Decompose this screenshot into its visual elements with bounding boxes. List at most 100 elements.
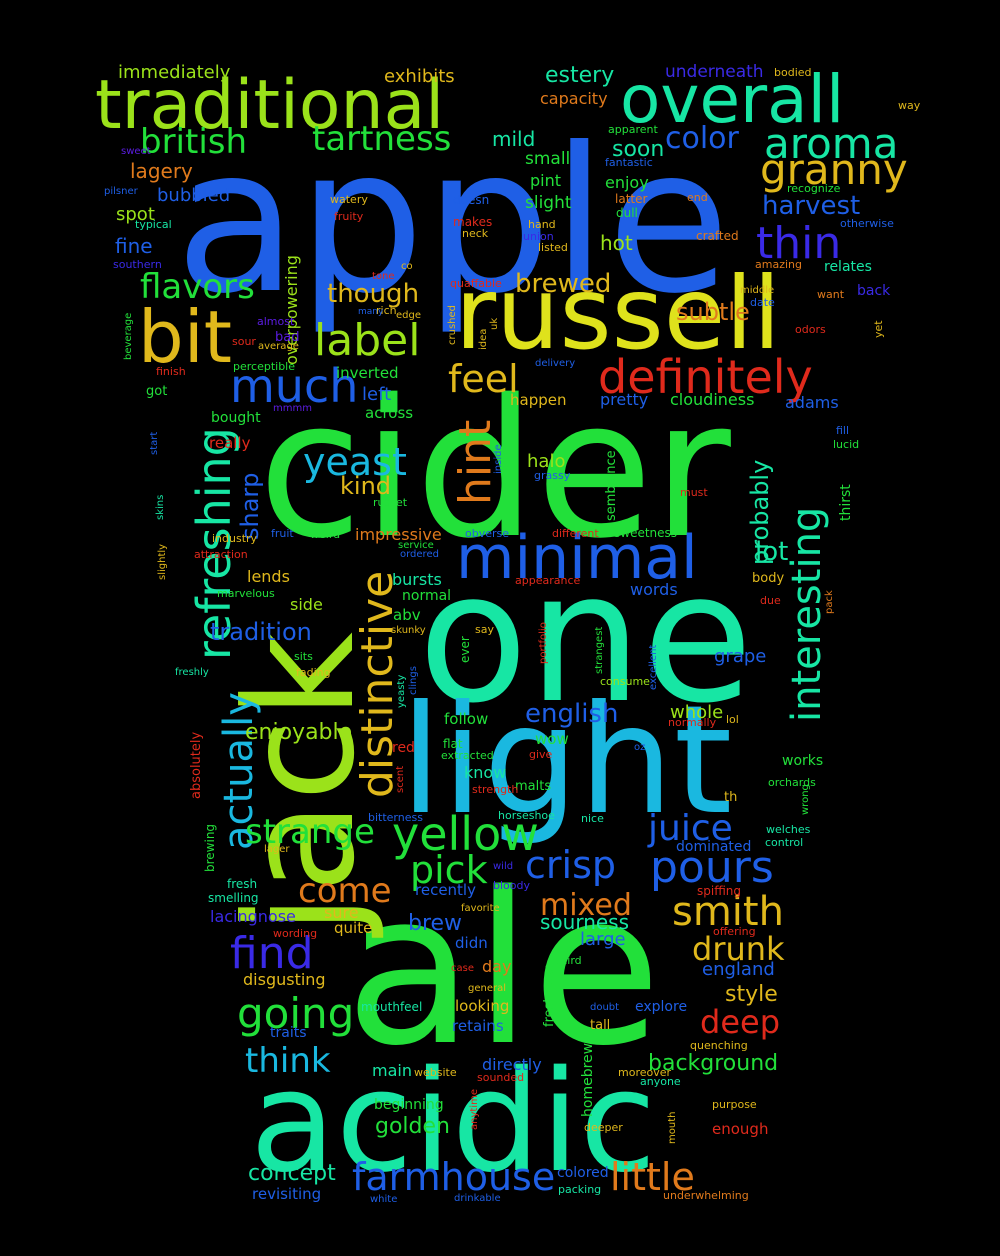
word-directly: directly <box>482 1055 542 1074</box>
word-quite: quite <box>334 919 372 937</box>
word-attraction: attraction <box>194 548 248 561</box>
word-explore: explore <box>635 999 687 1015</box>
word-impressive: impressive <box>355 525 442 544</box>
word-fading: fading <box>296 666 331 679</box>
word-industry: industry <box>212 532 258 545</box>
word-bit: bit <box>138 295 232 379</box>
word-latter: latter <box>615 192 647 206</box>
word-tradition: tradition <box>210 618 312 646</box>
word-appearance: appearance <box>515 574 580 587</box>
word-happen: happen <box>510 391 566 409</box>
word-typical: typical <box>135 218 172 231</box>
word-granny: granny <box>760 145 908 194</box>
word-overall: overall <box>620 61 844 138</box>
word-red: red <box>392 740 415 756</box>
word-union: union <box>523 230 554 243</box>
word-bodied: bodied <box>774 66 812 79</box>
word-day: day <box>482 957 511 976</box>
word-co: co <box>401 261 413 272</box>
word-farmhouse: farmhouse <box>352 1155 555 1199</box>
word-probably: probably <box>746 460 774 565</box>
word-body: body <box>752 571 784 586</box>
word-extracted: extracted <box>441 749 494 762</box>
word-lot: lot <box>755 537 788 567</box>
word-enough: enough <box>712 1120 768 1138</box>
word-come: come <box>298 871 392 911</box>
word-flat: flat <box>443 737 463 751</box>
word-refreshing: refreshing <box>187 427 241 660</box>
word-purpose: purpose <box>712 1098 757 1111</box>
word-recently: recently <box>415 881 476 899</box>
word-estery: estery <box>545 63 614 88</box>
word-yellow: yellow <box>392 807 539 861</box>
word-apple: apple <box>175 105 730 338</box>
word-case: case <box>451 963 474 974</box>
word-left: left <box>362 384 391 405</box>
word-odors: odors <box>795 323 826 336</box>
word-yet: yet <box>872 320 885 338</box>
word-fine: fine <box>115 234 153 258</box>
word-wrong: wrong <box>800 784 811 815</box>
word-delivery: delivery <box>535 358 575 369</box>
word-brew: brew <box>408 911 462 936</box>
word-find: find <box>230 928 314 979</box>
word-spot: spot <box>116 204 155 225</box>
word-harvest: harvest <box>762 191 860 221</box>
word-tall: tall <box>590 1018 610 1033</box>
word-got: got <box>146 384 167 399</box>
word-skins: skins <box>155 495 166 520</box>
word-cloudiness: cloudiness <box>670 390 754 409</box>
word-grassy: grassy <box>534 469 571 482</box>
word-aroma: aroma <box>764 119 898 168</box>
word-sure: sure <box>324 903 359 922</box>
word-cider: cider <box>258 359 732 580</box>
word-different: different <box>552 527 599 540</box>
word-strange: strange <box>245 812 375 852</box>
word-makes: makes <box>453 215 492 229</box>
word-listed: listed <box>538 241 568 254</box>
word-doubt: doubt <box>590 1002 619 1013</box>
word-fill: fill <box>836 424 849 437</box>
word-disgusting: disgusting <box>243 970 326 989</box>
word-absolutely: absolutely <box>189 731 204 799</box>
word-flavors: flavors <box>140 267 255 307</box>
word-anyone: anyone <box>640 1075 681 1088</box>
word-end: end <box>687 191 708 204</box>
word-looking: looking <box>455 997 509 1015</box>
word-pack: pack <box>824 590 835 614</box>
word-distinctive: distinctive <box>352 571 403 798</box>
word-mmmm: mmmm <box>273 403 312 414</box>
word-relates: relates <box>824 259 872 275</box>
word-service: service <box>398 540 434 551</box>
word-marvelous: marvelous <box>217 587 275 600</box>
word-must: must <box>680 486 708 499</box>
word-mixed: mixed <box>540 888 632 923</box>
word-quaffable: quaffable <box>450 277 502 290</box>
word-wow: wow <box>535 730 569 748</box>
word-british: british <box>140 122 247 162</box>
word-third: third <box>556 954 582 967</box>
word-otherwise: otherwise <box>840 217 894 230</box>
word-smith: smith <box>672 889 784 935</box>
word-average: average <box>258 341 299 352</box>
word-bitterness: bitterness <box>368 811 423 824</box>
word-feel: feel <box>448 357 519 401</box>
word-malts: malts <box>515 779 551 794</box>
word-recognize: recognize <box>787 182 841 195</box>
word-bursts: bursts <box>392 570 442 589</box>
word-control: control <box>765 836 803 849</box>
word-quenching: quenching <box>690 1039 748 1052</box>
word-main: main <box>372 1061 412 1080</box>
word-label: label <box>314 315 420 366</box>
word-oz: oz <box>634 742 645 753</box>
word-color: color <box>665 121 740 156</box>
word-abv: abv <box>393 606 421 624</box>
word-fresh: fresh <box>227 877 257 891</box>
word-side: side <box>290 595 323 614</box>
word-thin: thin <box>756 218 841 269</box>
word-immediately: immediately <box>118 62 231 83</box>
word-lol: lol <box>726 713 739 726</box>
word-thirst: thirst <box>838 484 854 521</box>
